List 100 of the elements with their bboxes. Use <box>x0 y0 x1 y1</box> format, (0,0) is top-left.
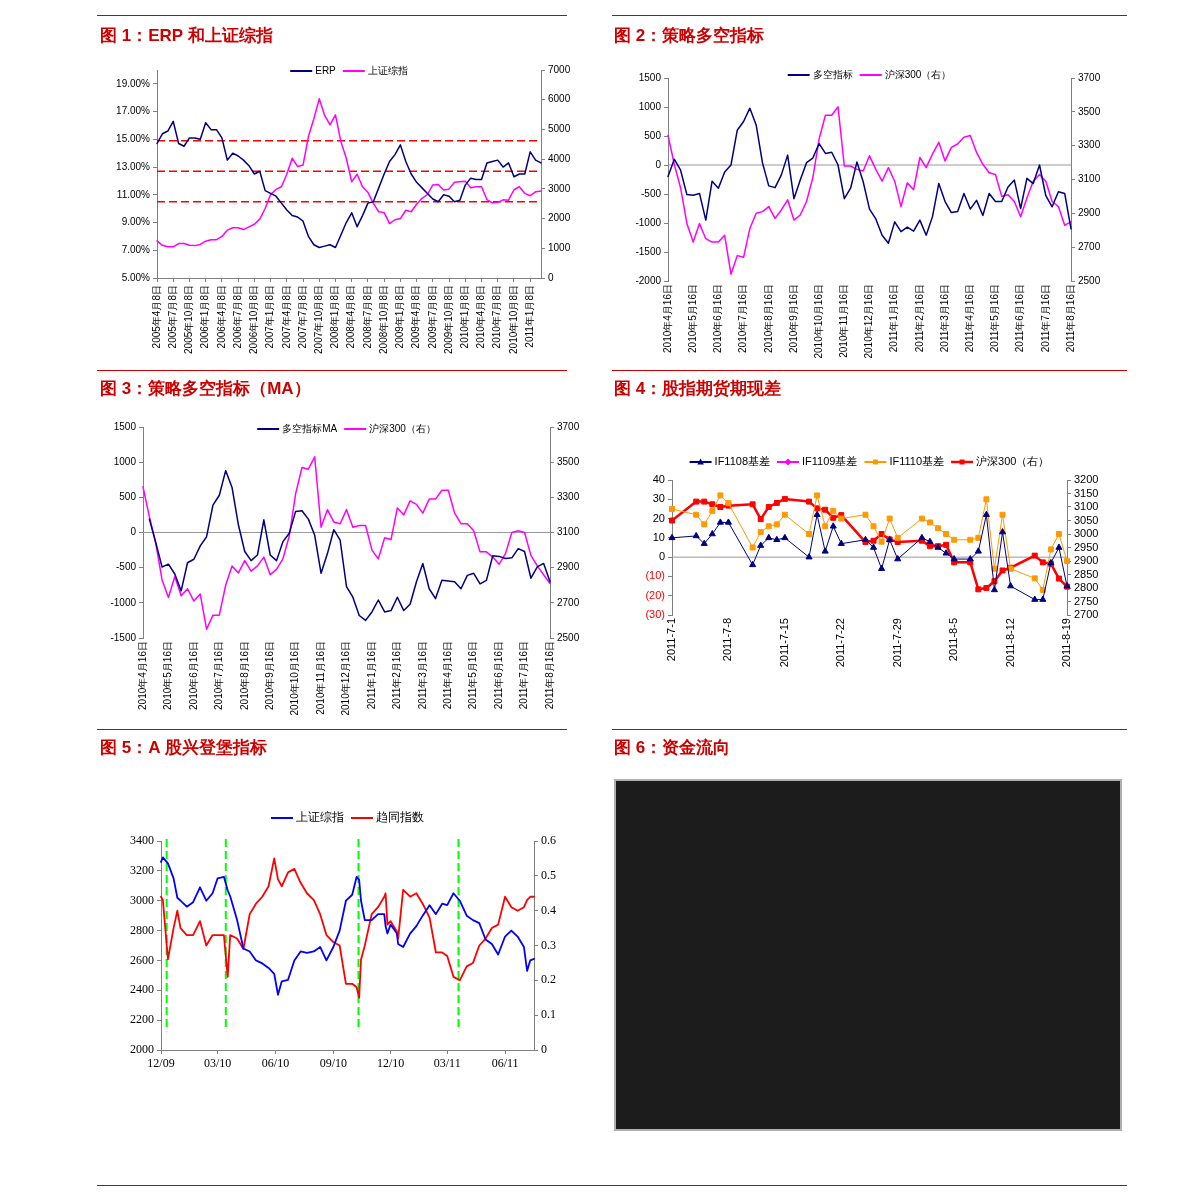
x-tick-label: 2011年7月16日 <box>518 641 530 710</box>
x-tick-label: 2010年7月8日 <box>491 285 503 349</box>
x-tick-label: 2011年7月16日 <box>1039 284 1051 353</box>
y-tick-label: 20 <box>652 511 665 524</box>
y-tick-label: 40 <box>652 473 665 486</box>
x-tick-label: 2011年3月16日 <box>416 641 428 710</box>
x-tick-label: 2010年4月16日 <box>136 641 148 710</box>
x-tick-label: 2005年10月8日 <box>183 285 195 354</box>
y2-tick-label: 2000 <box>548 212 571 224</box>
chart-title: 图 3：策略多空指标（MA） <box>100 379 311 399</box>
x-tick-label: 2006年1月8日 <box>199 285 211 349</box>
y-tick-label: 3400 <box>130 833 154 848</box>
y2-tick-label: 0.4 <box>541 902 556 917</box>
y-tick-label: -2000 <box>635 274 662 286</box>
y-tick-label: 1000 <box>113 455 137 467</box>
x-tick-label: 2010年12月16日 <box>863 284 875 359</box>
x-tick-label: 2006年7月8日 <box>231 285 243 349</box>
legend-label: 沪深300（右） <box>976 455 1050 468</box>
y2-tick-label: 2700 <box>557 596 580 608</box>
y-tick-label: (10) <box>645 569 665 582</box>
y-tick-label: 7.00% <box>121 244 151 256</box>
y2-tick-label: 0.5 <box>541 867 556 882</box>
x-tick-label: 2011年8月16日 <box>543 641 555 710</box>
legend-label: 沪深300（右） <box>369 422 436 434</box>
chart-title: 图 5：A 股兴登堡指标 <box>100 738 267 758</box>
x-tick-label: 2009年1月8日 <box>394 285 406 349</box>
x-tick-label: 2011-7-29 <box>890 618 903 668</box>
x-tick-label: 2010年12月16日 <box>340 641 352 716</box>
y2-tick-label: 1000 <box>548 242 571 254</box>
y-tick-label: 1500 <box>113 420 137 432</box>
y2-tick-label: 0.6 <box>541 833 556 848</box>
y2-tick-label: 3700 <box>1078 71 1101 83</box>
y2-tick-label: 0.1 <box>541 1007 556 1022</box>
y-tick-label: 1500 <box>638 71 662 83</box>
x-tick-label: 2009年4月8日 <box>410 285 422 349</box>
y-tick-label: 5.00% <box>121 271 151 283</box>
y2-tick-label: 3100 <box>1078 173 1101 185</box>
x-tick-label: 2011年4月16日 <box>964 284 975 353</box>
y-tick-label: 9.00% <box>121 216 151 228</box>
y2-tick-label: 0.3 <box>541 937 556 952</box>
x-tick-label: 2007年4月8日 <box>280 285 292 349</box>
x-tick-label: 06/11 <box>491 1056 519 1071</box>
y2-tick-label: 3200 <box>1074 473 1099 486</box>
x-tick-label: 2008年1月8日 <box>329 285 341 349</box>
x-tick-label: 03/11 <box>433 1056 461 1071</box>
legend-label: ERP <box>315 64 337 76</box>
y2-tick-label: 3100 <box>557 526 580 538</box>
x-tick-label: 2010年10月16日 <box>289 641 301 716</box>
legend-label: 多空指标MA <box>282 422 338 434</box>
x-tick-label: 2010年6月16日 <box>712 284 724 353</box>
y-tick-label: 0 <box>658 550 665 563</box>
x-tick-label: 2010年10月16日 <box>812 284 824 359</box>
x-tick-label: 2011年6月16日 <box>492 641 504 710</box>
y-tick-label: 19.00% <box>116 77 151 89</box>
y-tick-label: 2600 <box>130 952 154 967</box>
x-tick-label: 2011年6月16日 <box>1014 284 1026 353</box>
x-tick-label: 2010年9月16日 <box>263 641 275 710</box>
x-tick-label: 2010年8月16日 <box>238 641 250 710</box>
x-tick-label: 2008年10月8日 <box>377 285 389 354</box>
y-tick-label: 11.00% <box>116 188 151 200</box>
x-tick-label: 2010年5月16日 <box>162 641 174 710</box>
y2-tick-label: 2800 <box>1074 581 1099 594</box>
x-tick-label: 2010年5月16日 <box>686 284 698 353</box>
x-tick-label: 2010年4月16日 <box>661 284 673 353</box>
x-tick-label: 2010年7月16日 <box>213 641 225 710</box>
y2-tick-label: 3300 <box>1078 139 1101 151</box>
x-tick-label: 2011-7-15 <box>777 618 790 668</box>
legend-label: 沪深300（右） <box>884 68 952 80</box>
chart-title: 图 2：策略多空指标 <box>614 26 765 46</box>
y-tick-label: 2400 <box>130 982 154 997</box>
x-tick-label: 2011年5月16日 <box>989 284 1001 353</box>
x-tick-label: 12/10 <box>376 1056 405 1071</box>
x-tick-label: 2011年4月16日 <box>442 641 453 710</box>
y2-tick-label: 3300 <box>557 491 580 503</box>
x-tick-label: 2005年7月8日 <box>166 285 178 349</box>
y-tick-label: 10 <box>652 530 665 543</box>
y2-tick-label: 3150 <box>1074 486 1099 499</box>
x-tick-label: 2011-7-1 <box>665 618 678 662</box>
legend-label: IF1109基差 <box>802 455 858 468</box>
y2-tick-label: 2700 <box>1074 608 1099 621</box>
y-tick-label: 1000 <box>638 100 662 112</box>
y2-tick-label: 0 <box>548 271 554 283</box>
y2-tick-label: 6000 <box>548 93 571 105</box>
y2-tick-label: 2500 <box>557 631 580 643</box>
x-tick-label: 2011-8-19 <box>1060 618 1073 668</box>
y-tick-label: -500 <box>115 561 137 573</box>
y-tick-label: 500 <box>119 491 137 503</box>
y-tick-label: 13.00% <box>116 160 151 172</box>
y-tick-label: 0 <box>130 526 137 538</box>
y2-tick-label: 3500 <box>557 455 580 467</box>
x-tick-label: 2011年5月16日 <box>467 641 479 710</box>
x-tick-label: 2011-7-8 <box>721 618 734 662</box>
y-tick-label: 15.00% <box>116 133 151 145</box>
y-tick-label: 0 <box>655 158 662 170</box>
x-tick-label: 2006年4月8日 <box>215 285 227 349</box>
x-tick-label: 2010年11月16日 <box>314 641 326 715</box>
x-tick-label: 2011年3月16日 <box>938 284 950 353</box>
y2-tick-label: 2500 <box>1078 274 1101 286</box>
y-tick-label: 3000 <box>130 892 154 907</box>
y2-tick-label: 2950 <box>1074 540 1099 553</box>
